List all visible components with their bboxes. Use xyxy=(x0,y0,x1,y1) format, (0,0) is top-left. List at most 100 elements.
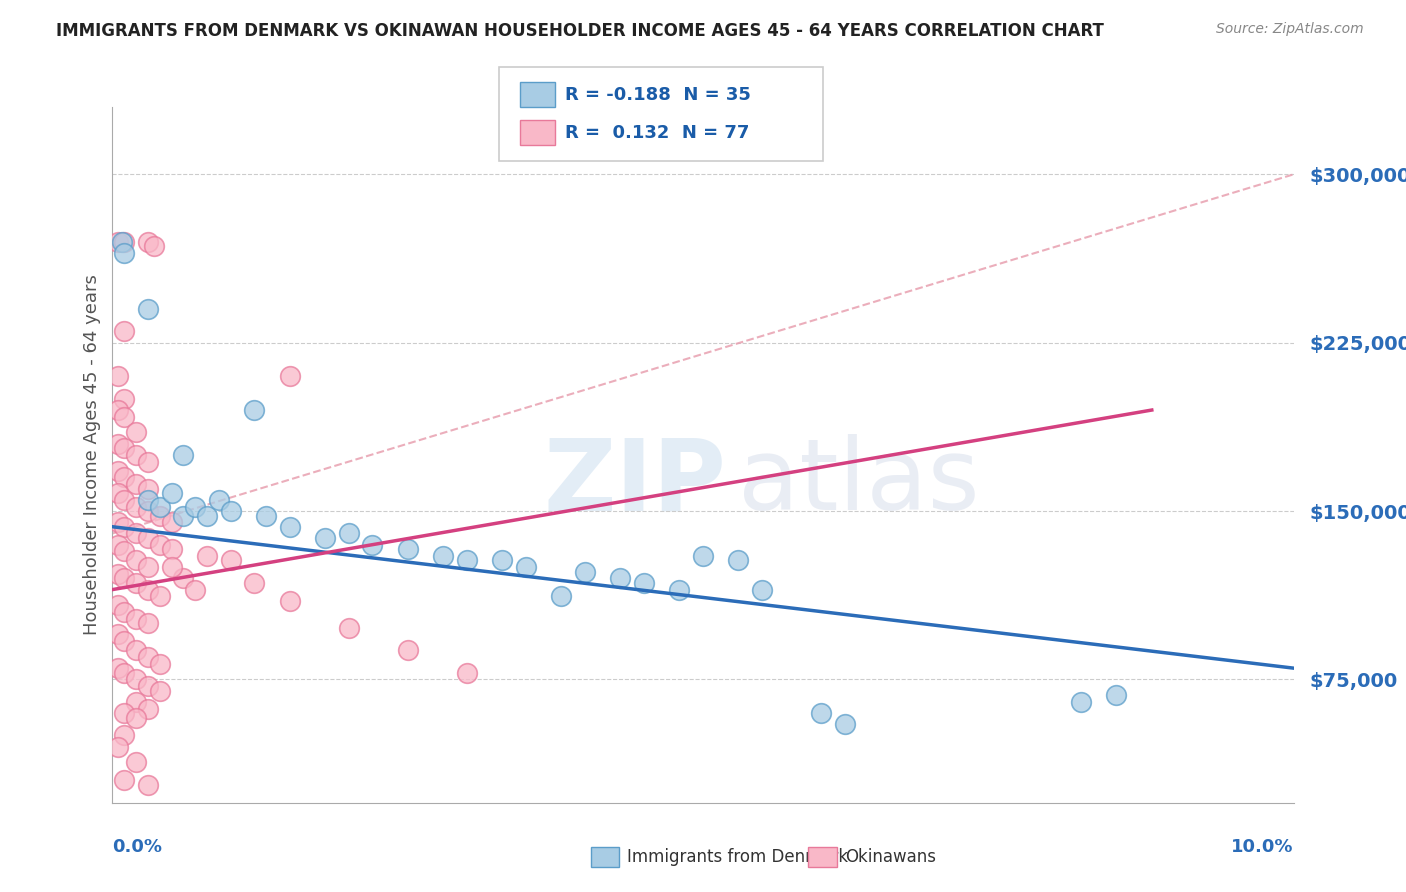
Point xyxy=(396,542,419,557)
Point xyxy=(107,436,129,450)
Point xyxy=(668,582,690,597)
Point xyxy=(432,549,454,563)
Point xyxy=(112,544,135,558)
Point xyxy=(727,553,749,567)
Point xyxy=(149,657,172,671)
Point xyxy=(172,571,194,585)
Point xyxy=(111,235,134,249)
Point xyxy=(136,560,159,574)
Point xyxy=(136,679,159,693)
Point xyxy=(149,500,172,514)
Text: R = -0.188  N = 35: R = -0.188 N = 35 xyxy=(565,86,751,103)
Point xyxy=(112,665,135,680)
Point xyxy=(243,403,266,417)
Point xyxy=(278,369,301,384)
Point xyxy=(125,612,148,626)
Point xyxy=(107,235,129,249)
Point xyxy=(112,571,135,585)
Y-axis label: Householder Income Ages 45 - 64 years: Householder Income Ages 45 - 64 years xyxy=(83,275,101,635)
Point xyxy=(125,695,148,709)
Text: R =  0.132  N = 77: R = 0.132 N = 77 xyxy=(565,124,749,142)
Point xyxy=(136,778,159,792)
Point xyxy=(112,470,135,484)
Point xyxy=(136,616,159,631)
Point xyxy=(112,706,135,720)
Point xyxy=(136,235,159,249)
Text: 0.0%: 0.0% xyxy=(112,838,163,855)
Point xyxy=(136,301,159,316)
Point xyxy=(219,504,242,518)
Point xyxy=(107,599,129,613)
Point xyxy=(107,661,129,675)
Point xyxy=(1105,688,1128,702)
Point xyxy=(112,235,135,249)
Text: ZIP: ZIP xyxy=(544,434,727,532)
Point xyxy=(810,706,832,720)
Point xyxy=(243,575,266,590)
Point xyxy=(160,542,183,557)
Point xyxy=(125,448,148,462)
Point xyxy=(149,590,172,604)
Point xyxy=(107,566,129,581)
Point xyxy=(136,582,159,597)
Point xyxy=(125,425,148,440)
Point xyxy=(692,549,714,563)
Text: atlas: atlas xyxy=(738,434,980,532)
Text: 10.0%: 10.0% xyxy=(1232,838,1294,855)
Point xyxy=(125,710,148,724)
Point xyxy=(208,492,231,507)
Point xyxy=(219,553,242,567)
Point xyxy=(136,492,159,507)
Point xyxy=(160,486,183,500)
Point xyxy=(337,621,360,635)
Point xyxy=(149,538,172,552)
Point xyxy=(112,246,135,260)
Point xyxy=(142,239,165,253)
Point xyxy=(112,520,135,534)
Point xyxy=(515,560,537,574)
Point xyxy=(125,553,148,567)
Point xyxy=(184,500,207,514)
Text: Source: ZipAtlas.com: Source: ZipAtlas.com xyxy=(1216,22,1364,37)
Point xyxy=(107,486,129,500)
Point xyxy=(107,627,129,641)
Point xyxy=(107,515,129,529)
Point xyxy=(550,590,572,604)
Point xyxy=(112,392,135,406)
Point xyxy=(172,448,194,462)
Point xyxy=(125,756,148,770)
Point xyxy=(396,643,419,657)
Point xyxy=(574,565,596,579)
Point xyxy=(149,683,172,698)
Point xyxy=(136,649,159,664)
Point xyxy=(107,464,129,478)
Point xyxy=(491,553,513,567)
Point xyxy=(254,508,277,523)
Point xyxy=(112,729,135,743)
Point xyxy=(184,582,207,597)
Point xyxy=(125,526,148,541)
Point xyxy=(456,665,478,680)
Point xyxy=(112,409,135,424)
Point xyxy=(107,739,129,754)
Point xyxy=(160,560,183,574)
Point xyxy=(136,455,159,469)
Point xyxy=(1070,695,1092,709)
Point xyxy=(112,492,135,507)
Point xyxy=(633,575,655,590)
Point xyxy=(136,531,159,545)
Point xyxy=(136,504,159,518)
Point xyxy=(195,508,218,523)
Point xyxy=(125,477,148,491)
Point xyxy=(195,549,218,563)
Point xyxy=(112,634,135,648)
Text: IMMIGRANTS FROM DENMARK VS OKINAWAN HOUSEHOLDER INCOME AGES 45 - 64 YEARS CORREL: IMMIGRANTS FROM DENMARK VS OKINAWAN HOUS… xyxy=(56,22,1104,40)
Point xyxy=(337,526,360,541)
Point xyxy=(107,369,129,384)
Point xyxy=(278,520,301,534)
Point xyxy=(112,605,135,619)
Text: Immigrants from Denmark: Immigrants from Denmark xyxy=(627,848,848,866)
Point xyxy=(125,500,148,514)
Point xyxy=(112,773,135,788)
Point xyxy=(107,403,129,417)
